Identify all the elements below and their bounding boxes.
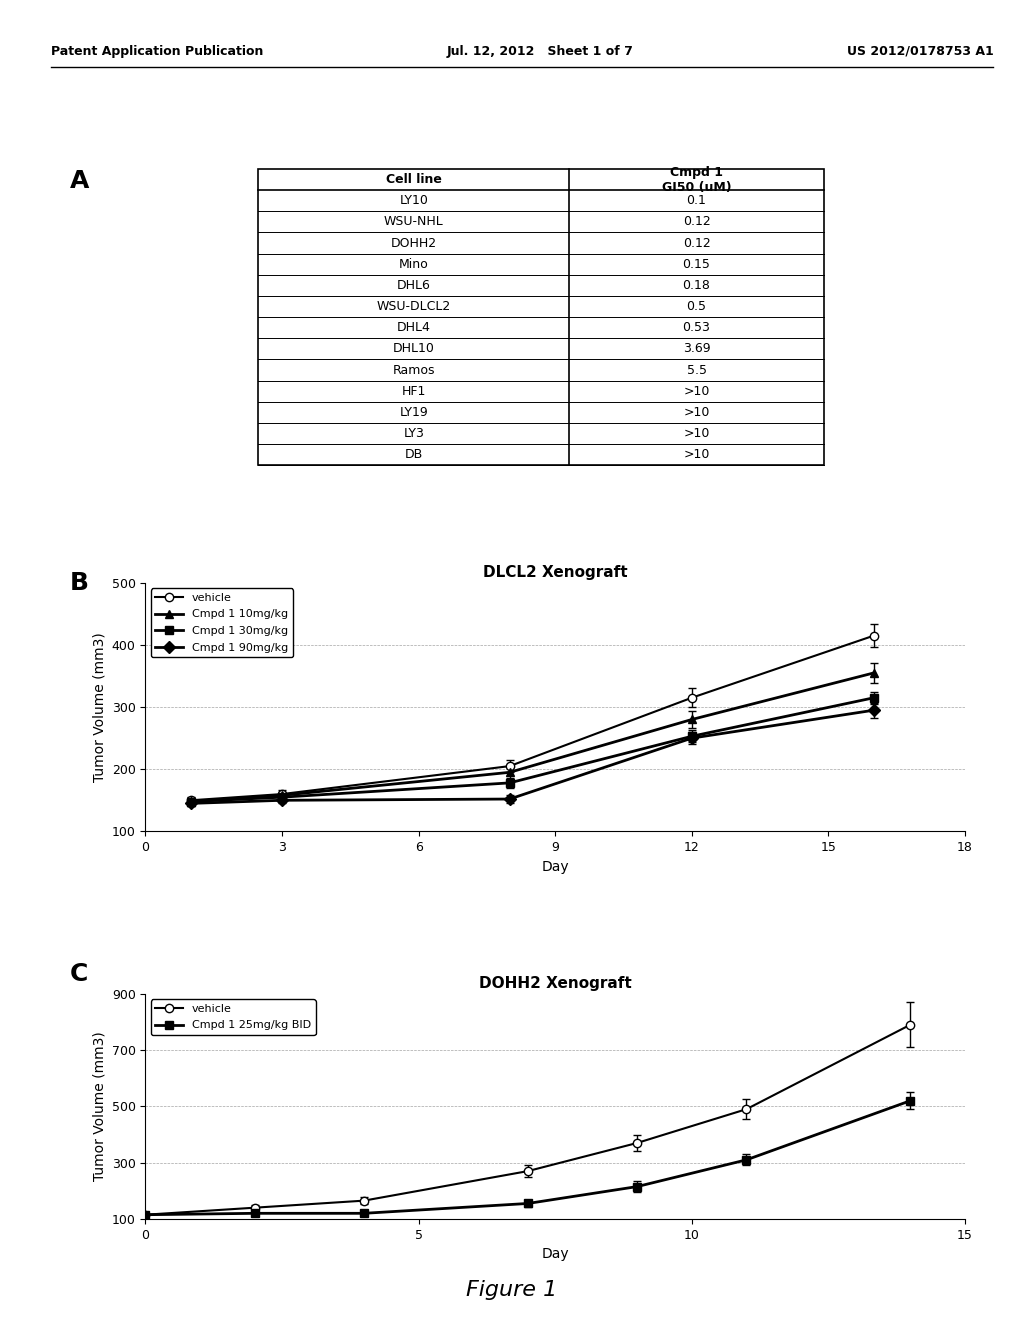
- Text: 0.53: 0.53: [683, 321, 711, 334]
- Text: >10: >10: [683, 405, 710, 418]
- Text: A: A: [70, 169, 89, 193]
- Text: Ramos: Ramos: [392, 363, 435, 376]
- Text: >10: >10: [683, 384, 710, 397]
- Text: 5.5: 5.5: [686, 363, 707, 376]
- Text: WSU-DLCL2: WSU-DLCL2: [377, 300, 451, 313]
- X-axis label: Day: Day: [542, 859, 569, 874]
- Text: Cmpd 1
GI50 (uM): Cmpd 1 GI50 (uM): [662, 165, 731, 194]
- Text: DB: DB: [404, 449, 423, 461]
- Text: LY19: LY19: [399, 405, 428, 418]
- Text: 0.15: 0.15: [683, 257, 711, 271]
- Text: HF1: HF1: [401, 384, 426, 397]
- Text: LY10: LY10: [399, 194, 428, 207]
- Y-axis label: Tumor Volume (mm3): Tumor Volume (mm3): [92, 632, 106, 781]
- Legend: vehicle, Cmpd 1 25mg/kg BID: vehicle, Cmpd 1 25mg/kg BID: [151, 999, 315, 1035]
- Text: Cell line: Cell line: [386, 173, 441, 186]
- Text: 0.5: 0.5: [686, 300, 707, 313]
- Text: >10: >10: [683, 449, 710, 461]
- FancyBboxPatch shape: [258, 169, 823, 466]
- Text: 0.12: 0.12: [683, 215, 711, 228]
- Text: 0.1: 0.1: [686, 194, 707, 207]
- Text: 0.18: 0.18: [683, 279, 711, 292]
- Text: DHL10: DHL10: [393, 342, 435, 355]
- Text: B: B: [70, 572, 89, 595]
- Text: WSU-NHL: WSU-NHL: [384, 215, 443, 228]
- Text: C: C: [70, 961, 88, 986]
- Text: LY3: LY3: [403, 428, 424, 440]
- X-axis label: Day: Day: [542, 1247, 569, 1261]
- Text: DOHH2: DOHH2: [391, 236, 437, 249]
- Text: Mino: Mino: [399, 257, 429, 271]
- Text: 0.12: 0.12: [683, 236, 711, 249]
- Text: 3.69: 3.69: [683, 342, 711, 355]
- Text: US 2012/0178753 A1: US 2012/0178753 A1: [847, 45, 993, 58]
- Text: Patent Application Publication: Patent Application Publication: [51, 45, 263, 58]
- Text: DHL6: DHL6: [397, 279, 431, 292]
- Text: Figure 1: Figure 1: [466, 1280, 558, 1300]
- Text: >10: >10: [683, 428, 710, 440]
- Text: Jul. 12, 2012   Sheet 1 of 7: Jul. 12, 2012 Sheet 1 of 7: [446, 45, 634, 58]
- Title: DLCL2 Xenograft: DLCL2 Xenograft: [483, 565, 628, 581]
- Text: DHL4: DHL4: [397, 321, 431, 334]
- Legend: vehicle, Cmpd 1 10mg/kg, Cmpd 1 30mg/kg, Cmpd 1 90mg/kg: vehicle, Cmpd 1 10mg/kg, Cmpd 1 30mg/kg,…: [151, 589, 293, 657]
- Title: DOHH2 Xenograft: DOHH2 Xenograft: [479, 977, 632, 991]
- Y-axis label: Tumor Volume (mm3): Tumor Volume (mm3): [92, 1031, 106, 1181]
